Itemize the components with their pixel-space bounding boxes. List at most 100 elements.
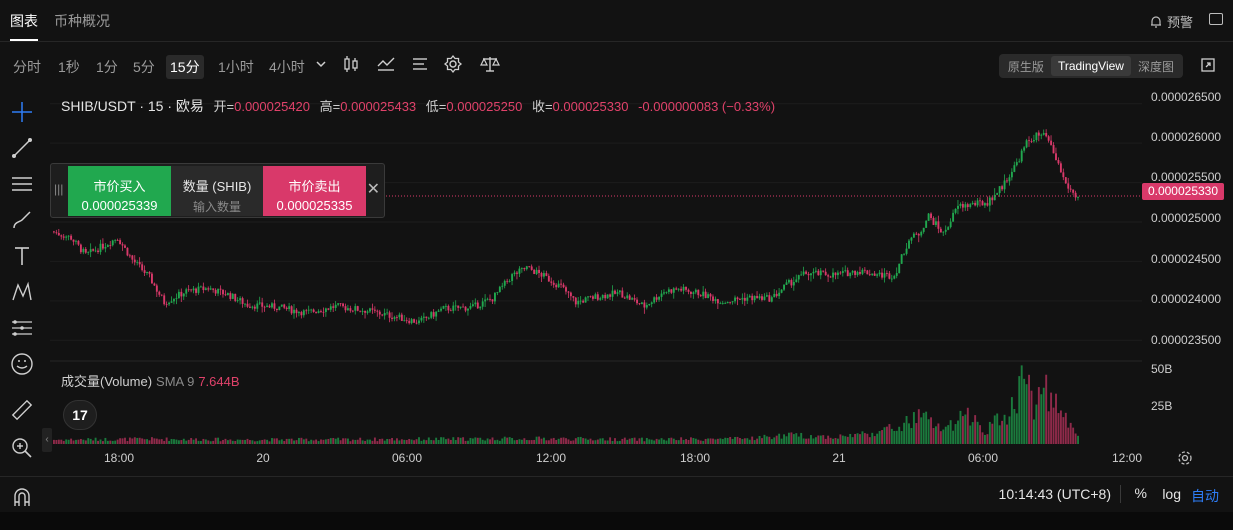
candle-body <box>976 200 979 206</box>
text-tool-icon[interactable] <box>10 244 34 268</box>
candle-body <box>102 243 104 249</box>
timeframe-5m[interactable]: 5分 <box>133 59 155 75</box>
collapse-toolbar-button[interactable]: ‹ <box>42 428 52 452</box>
volume-bar <box>106 440 109 444</box>
volume-bar <box>236 439 239 444</box>
market-sell-button[interactable]: 市价卖出 0.000025335 <box>263 166 366 216</box>
candle-body <box>1045 133 1048 137</box>
candle-body <box>979 200 981 202</box>
timeframe-1h[interactable]: 1小时 <box>218 59 254 75</box>
axis-settings-gear-icon[interactable] <box>1177 450 1193 466</box>
brush-icon[interactable] <box>10 208 34 232</box>
volume-tick: 50B <box>1151 362 1173 376</box>
candle-body <box>190 289 193 291</box>
zoom-in-icon[interactable] <box>10 436 34 460</box>
volume-bar <box>785 436 788 444</box>
current-price-tag: 0.000025330 <box>1142 183 1224 200</box>
candle-body <box>739 299 741 300</box>
volume-bar <box>851 437 854 444</box>
clock-timezone[interactable]: 10:14:43 (UTC+8) <box>998 486 1111 502</box>
candle-body <box>881 272 883 278</box>
candle-body <box>599 298 602 300</box>
quantity-input[interactable]: 数量 (SHIB) 输入数量 <box>171 166 263 216</box>
chart-toolbar: 分时 1秒 1分 5分 15分 1小时 4小时 原生版 TradingView … <box>0 46 1233 84</box>
timeframe-4h[interactable]: 4小时 <box>269 59 305 75</box>
volume-bar <box>119 438 122 444</box>
fullscreen-icon[interactable] <box>1201 58 1215 72</box>
candle-body <box>837 272 839 276</box>
price-tick: 0.000024500 <box>1151 252 1222 266</box>
close-icon[interactable]: ✕ <box>366 181 380 198</box>
volume-bar <box>810 435 812 444</box>
candle-body <box>317 311 320 313</box>
crosshair-icon[interactable] <box>10 100 34 124</box>
candle-body <box>491 299 494 302</box>
timeframe-15m[interactable]: 15分 <box>166 55 204 79</box>
volume-bar <box>209 441 212 444</box>
auto-scale-toggle[interactable]: 自动 <box>1191 488 1219 504</box>
volume-bar <box>910 428 913 444</box>
tab-overview[interactable]: 币种概况 <box>54 13 110 29</box>
timeframe-1m[interactable]: 1分 <box>96 59 118 75</box>
list-icon[interactable] <box>410 54 430 74</box>
settings-gear-icon[interactable] <box>443 54 463 74</box>
symbol-title[interactable]: SHIB/USDT · 15 · 欧易 <box>61 98 204 114</box>
ruler-icon[interactable] <box>10 398 34 422</box>
volume-bar <box>253 441 256 444</box>
window-icon[interactable] <box>1209 13 1223 25</box>
candle-body <box>729 301 732 303</box>
candle-body <box>290 306 293 314</box>
volume-bar <box>239 439 242 444</box>
volume-bar <box>324 439 327 444</box>
view-original-button[interactable]: 原生版 <box>1007 59 1044 74</box>
volume-bar <box>170 438 173 444</box>
candle-body <box>508 280 511 282</box>
balance-scale-icon[interactable] <box>480 54 500 74</box>
trend-line-icon[interactable] <box>10 136 34 160</box>
view-depth-button[interactable]: 深度图 <box>1137 59 1174 74</box>
volume-bar <box>736 436 739 444</box>
volume-bar <box>153 438 156 444</box>
view-tradingview-button[interactable]: TradingView <box>1050 56 1131 76</box>
alert-button[interactable]: 预警 <box>1149 12 1193 31</box>
quick-trade-panel: ||| 市价买入 0.000025339 数量 (SHIB) 输入数量 市价卖出… <box>50 163 385 218</box>
candle-body <box>567 291 570 293</box>
log-scale-toggle[interactable]: log <box>1162 486 1181 502</box>
volume-bar <box>114 440 117 444</box>
horizontal-lines-icon[interactable] <box>10 172 34 196</box>
market-buy-button[interactable]: 市价买入 0.000025339 <box>68 166 171 216</box>
emoji-icon[interactable] <box>10 352 34 376</box>
candle-body <box>435 311 438 317</box>
tradingview-logo[interactable]: 17 <box>63 400 97 430</box>
volume-bar <box>1042 387 1045 444</box>
volume-bar <box>1020 365 1023 444</box>
drag-handle-icon[interactable]: ||| <box>54 182 64 196</box>
volume-bar <box>307 441 310 444</box>
magnet-icon[interactable] <box>10 486 34 510</box>
candle-body <box>280 304 283 307</box>
volume-bar <box>60 439 63 444</box>
volume-bar <box>293 440 295 444</box>
candle-type-icon[interactable] <box>341 54 361 74</box>
candlestick-chart[interactable] <box>50 88 1142 468</box>
candle-body <box>298 312 300 314</box>
indicators-icon[interactable] <box>376 54 396 74</box>
pattern-tool-icon[interactable] <box>10 280 34 304</box>
fib-tool-icon[interactable] <box>10 316 34 340</box>
volume-bar <box>932 428 935 444</box>
timeframe-tick[interactable]: 分时 <box>13 59 41 75</box>
percent-scale-toggle[interactable]: % <box>1134 485 1147 501</box>
volume-title[interactable]: 成交量(Volume) <box>61 374 153 389</box>
candle-body <box>633 298 636 300</box>
tab-chart[interactable]: 图表 <box>10 13 38 29</box>
candle-body <box>57 232 60 236</box>
chevron-down-icon[interactable] <box>314 57 328 71</box>
volume-bar <box>82 439 85 444</box>
candle-body <box>900 254 903 264</box>
volume-bar <box>775 435 778 444</box>
candle-body <box>763 296 766 300</box>
volume-bar <box>1035 404 1038 444</box>
timeframe-1s[interactable]: 1秒 <box>58 59 80 75</box>
volume-bar <box>484 440 487 444</box>
volume-bar <box>327 438 330 444</box>
